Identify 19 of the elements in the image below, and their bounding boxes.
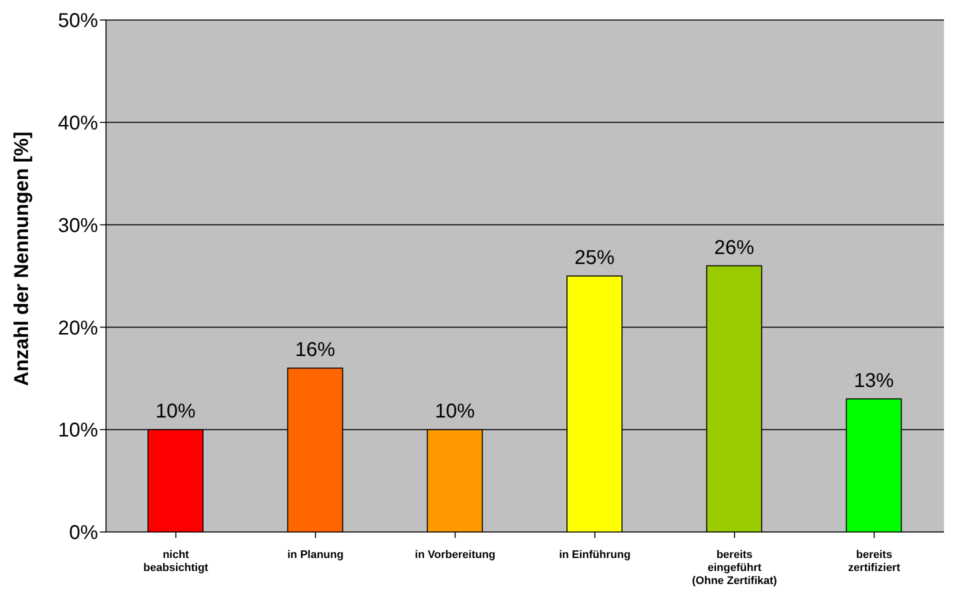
data-label: 10% <box>155 400 196 423</box>
x-tick-label: bereits zertifiziert <box>848 549 900 574</box>
data-label: 26% <box>714 236 754 259</box>
data-label: 25% <box>574 247 615 269</box>
x-tick-label: bereits eingeführt (Ohne Zertifikat) <box>692 549 778 587</box>
y-tick-label: 40% <box>58 112 98 134</box>
x-tick-label: in Vorbereitung <box>414 549 496 561</box>
y-tick-label: 0% <box>69 522 98 544</box>
y-tick-label: 30% <box>58 214 98 237</box>
y-tick-label: 20% <box>58 317 98 340</box>
data-label: 10% <box>434 400 476 423</box>
x-tick-label: nicht beabsichtigt <box>143 549 209 574</box>
data-label: 16% <box>295 339 336 362</box>
x-tick-label: in Planung <box>287 549 344 561</box>
y-axis-title: Anzahl der Nennungen [%] <box>11 132 34 386</box>
x-tick-label: in Einführung <box>559 549 631 561</box>
y-tick-label: 10% <box>58 420 98 442</box>
data-label: 13% <box>854 370 894 392</box>
y-tick-label: 50% <box>58 10 98 32</box>
